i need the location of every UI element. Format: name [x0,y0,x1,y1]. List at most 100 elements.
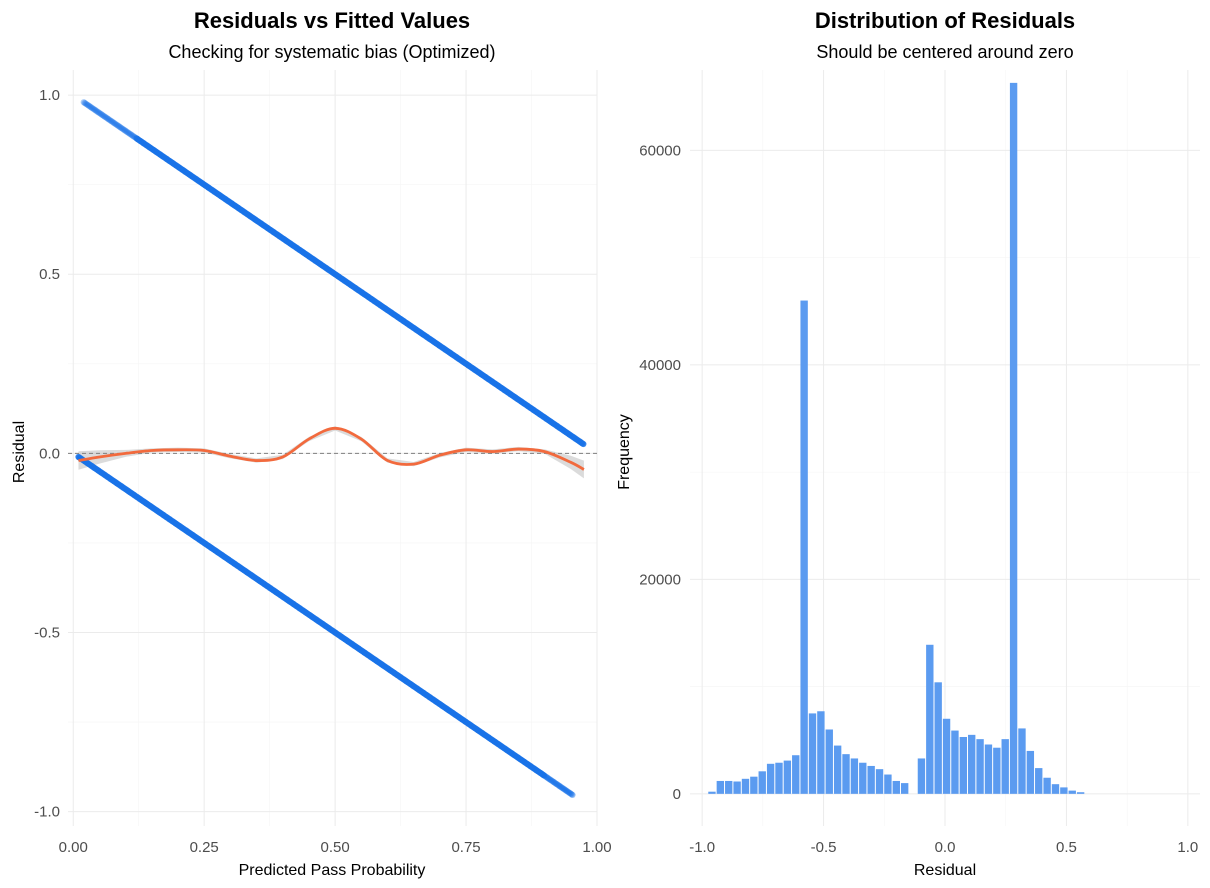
residuals-vs-fitted-panel: Residuals vs Fitted Values Checking for … [11,8,612,879]
residual-point [113,121,120,128]
left-y-tick-label: -0.5 [34,625,60,642]
histogram-bar [733,781,741,794]
residual-point [548,777,555,784]
histogram-bar [800,300,808,794]
right-chart-subtitle: Should be centered around zero [816,42,1073,62]
histogram-bar [850,758,859,794]
residual-point [565,789,572,796]
residual-point [93,108,101,115]
right-grid [690,70,1200,826]
residual-point [569,791,576,799]
histogram-bars [708,82,1085,794]
histogram-bar [892,780,900,794]
residual-point [80,99,87,106]
residual-point [115,123,122,130]
residual-point [556,782,563,789]
histogram-bar [1026,750,1035,794]
histogram-bar [1060,787,1068,794]
left-x-tick-label: 0.50 [321,839,350,856]
residual-point [106,116,113,123]
residual-point [562,787,569,794]
histogram-bar [926,644,934,794]
residual-point [559,784,566,791]
residual-point [100,112,107,119]
histogram-bar [884,774,892,794]
residual-point [564,788,571,795]
residual-point [120,126,127,133]
residual-point [96,110,103,117]
histogram-bar [1009,82,1018,794]
residual-point [98,111,105,118]
residual-point [563,787,570,795]
residual-point [566,789,573,797]
histogram-bar [968,734,976,794]
residual-point [112,121,119,128]
residual-point [117,124,124,131]
left-x-axis-label: Predicted Pass Probability [239,862,426,879]
residual-point [103,114,110,121]
histogram-bar [750,776,758,794]
residual-point [84,101,91,108]
left-y-tick-label: 0.5 [39,266,60,283]
histogram-bar [951,730,959,794]
residual-points [75,99,587,799]
residual-point [86,103,93,110]
residual-point [97,110,104,117]
histogram-bar [959,736,968,794]
histogram-bar [842,754,850,794]
residual-point [557,783,564,790]
right-chart-title: Distribution of Residuals [815,8,1075,33]
residual-point [116,123,123,130]
residual-point [126,130,134,137]
residual-point [580,440,587,448]
histogram-bar [917,758,926,794]
histogram-bar [993,747,1001,794]
residual-point [544,775,552,782]
right-y-tick-label: 0 [673,786,681,803]
histogram-bar [766,763,775,794]
residual-point [123,128,130,135]
residual-point [552,780,559,787]
residual-point [83,101,90,108]
histogram-bar [1051,784,1060,794]
residual-point [118,124,125,132]
histogram-bar [1068,790,1076,794]
residual-point [119,125,126,132]
residual-point [560,785,568,793]
left-x-tick-labels: 0.00 0.25 0.50 0.75 1.00 [59,839,612,856]
residual-point [542,773,550,780]
histogram-bar [775,762,783,794]
right-x-tick-label: -0.5 [811,839,837,856]
right-y-axis-label: Frequency [616,414,633,490]
residual-point [102,113,109,121]
residual-point [541,772,548,779]
residual-point [85,102,92,109]
residual-point [555,782,562,789]
residual-point [114,122,121,129]
residual-point [111,120,118,127]
residual-point [89,104,96,112]
histogram-bar [1076,792,1085,794]
residual-point [81,99,88,106]
residual-point [91,106,99,114]
histogram-bar [792,755,800,794]
residual-point [99,112,106,119]
residual-point [545,775,553,782]
residual-point [127,131,134,138]
residual-point [108,118,116,125]
residual-point [567,790,574,797]
residual-point [88,104,95,111]
left-x-tick-label: 0.75 [451,839,480,856]
residual-point [123,128,131,136]
residual-point [553,780,560,788]
residual-point [105,115,112,123]
histogram-bar [708,791,716,794]
residual-point [90,105,97,112]
histogram-bar [976,739,984,794]
right-y-tick-labels: 0 20000 40000 60000 [639,142,681,802]
left-y-axis-label: Residual [11,421,28,483]
residual-point [109,119,117,126]
left-x-tick-label: 0.00 [59,839,88,856]
residual-point [549,778,556,785]
